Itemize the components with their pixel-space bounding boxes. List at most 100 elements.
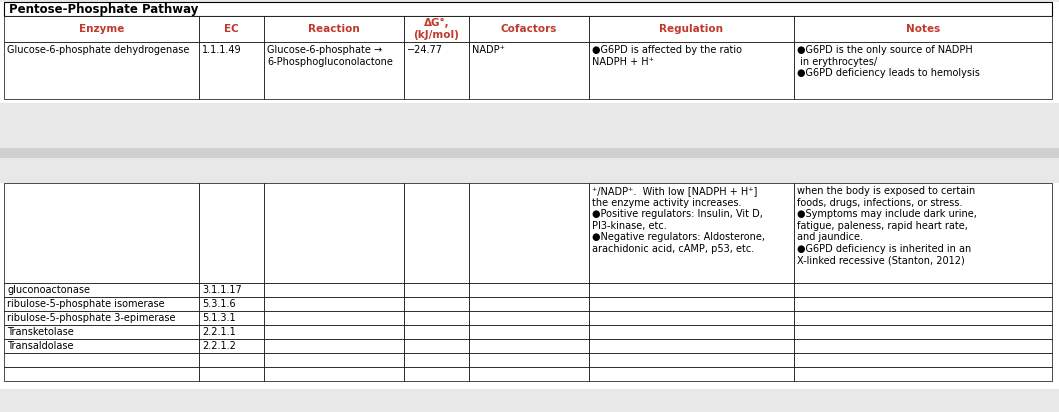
- Bar: [4, 183, 199, 283]
- Bar: [0, 183, 1059, 389]
- Text: ribulose-5-phosphate 3-epimerase: ribulose-5-phosphate 3-epimerase: [7, 313, 176, 323]
- Bar: [794, 283, 1052, 297]
- Bar: [4, 311, 199, 325]
- Bar: [264, 325, 403, 339]
- Bar: [403, 367, 469, 381]
- Text: Regulation: Regulation: [660, 24, 723, 34]
- Text: EC: EC: [225, 24, 239, 34]
- Text: Pentose-Phosphate Pathway: Pentose-Phosphate Pathway: [8, 2, 198, 16]
- Bar: [264, 367, 403, 381]
- Bar: [403, 16, 469, 42]
- Bar: [469, 16, 589, 42]
- Bar: [469, 283, 589, 297]
- Text: 5.1.3.1: 5.1.3.1: [202, 313, 235, 323]
- Bar: [403, 297, 469, 311]
- Text: ●G6PD is affected by the ratio
NADPH + H⁺: ●G6PD is affected by the ratio NADPH + H…: [592, 45, 742, 67]
- Bar: [794, 42, 1052, 99]
- Text: 2.2.1.1: 2.2.1.1: [202, 327, 236, 337]
- Bar: [4, 2, 1052, 16]
- Bar: [589, 325, 794, 339]
- Bar: [264, 42, 403, 99]
- Bar: [4, 325, 199, 339]
- Bar: [469, 42, 589, 99]
- Bar: [199, 297, 264, 311]
- Bar: [199, 183, 264, 283]
- Bar: [794, 16, 1052, 42]
- Bar: [264, 353, 403, 367]
- Bar: [589, 367, 794, 381]
- Bar: [589, 311, 794, 325]
- Bar: [4, 42, 199, 99]
- Bar: [794, 325, 1052, 339]
- Bar: [794, 311, 1052, 325]
- Bar: [403, 283, 469, 297]
- Text: 3.1.1.17: 3.1.1.17: [202, 285, 241, 295]
- Bar: [794, 183, 1052, 283]
- Text: ●G6PD is the only source of NADPH
 in erythrocytes/
●G6PD deficiency leads to he: ●G6PD is the only source of NADPH in ery…: [797, 45, 980, 78]
- Bar: [469, 339, 589, 353]
- Bar: [589, 283, 794, 297]
- Text: 5.3.1.6: 5.3.1.6: [202, 299, 235, 309]
- Bar: [199, 283, 264, 297]
- Bar: [469, 367, 589, 381]
- Bar: [589, 183, 794, 283]
- Bar: [4, 16, 199, 42]
- Bar: [264, 339, 403, 353]
- Bar: [199, 16, 264, 42]
- Bar: [199, 353, 264, 367]
- Bar: [589, 42, 794, 99]
- Bar: [264, 283, 403, 297]
- Bar: [469, 325, 589, 339]
- Bar: [403, 339, 469, 353]
- Bar: [4, 353, 199, 367]
- Bar: [264, 183, 403, 283]
- Text: Transaldolase: Transaldolase: [7, 341, 73, 351]
- Bar: [403, 183, 469, 283]
- Bar: [264, 16, 403, 42]
- Bar: [403, 325, 469, 339]
- Bar: [199, 42, 264, 99]
- Text: ribulose-5-phosphate isomerase: ribulose-5-phosphate isomerase: [7, 299, 164, 309]
- Bar: [589, 297, 794, 311]
- Text: Transketolase: Transketolase: [7, 327, 74, 337]
- Bar: [0, 148, 1059, 158]
- Text: gluconoactonase: gluconoactonase: [7, 285, 90, 295]
- Bar: [794, 367, 1052, 381]
- Bar: [403, 353, 469, 367]
- Bar: [0, 2, 1059, 103]
- Bar: [589, 353, 794, 367]
- Bar: [589, 339, 794, 353]
- Bar: [469, 297, 589, 311]
- Bar: [4, 297, 199, 311]
- Bar: [4, 339, 199, 353]
- Bar: [589, 16, 794, 42]
- Bar: [469, 353, 589, 367]
- Text: Enzyme: Enzyme: [78, 24, 124, 34]
- Text: when the body is exposed to certain
foods, drugs, infections, or stress.
●Sympto: when the body is exposed to certain food…: [797, 186, 976, 266]
- Text: −24.77: −24.77: [407, 45, 443, 55]
- Bar: [403, 311, 469, 325]
- Bar: [199, 367, 264, 381]
- Text: Reaction: Reaction: [308, 24, 360, 34]
- Bar: [264, 297, 403, 311]
- Text: Glucose-6-phosphate →
6-Phosphogluconolactone: Glucose-6-phosphate → 6-Phosphogluconola…: [267, 45, 393, 67]
- Text: ⁺/NADP⁺.  With low [NADPH + H⁺]
the enzyme activity increases.
●Positive regulat: ⁺/NADP⁺. With low [NADPH + H⁺] the enzym…: [592, 186, 765, 254]
- Bar: [469, 183, 589, 283]
- Text: ΔG°,
(kJ/mol): ΔG°, (kJ/mol): [414, 18, 460, 40]
- Text: Glucose-6-phosphate dehydrogenase: Glucose-6-phosphate dehydrogenase: [7, 45, 190, 55]
- Text: Notes: Notes: [905, 24, 940, 34]
- Text: Cofactors: Cofactors: [501, 24, 557, 34]
- Bar: [4, 367, 199, 381]
- Bar: [264, 311, 403, 325]
- Bar: [199, 311, 264, 325]
- Bar: [794, 297, 1052, 311]
- Bar: [469, 311, 589, 325]
- Text: 2.2.1.2: 2.2.1.2: [202, 341, 236, 351]
- Bar: [4, 283, 199, 297]
- Text: 1.1.1.49: 1.1.1.49: [202, 45, 241, 55]
- Bar: [199, 325, 264, 339]
- Text: NADP⁺: NADP⁺: [472, 45, 505, 55]
- Bar: [199, 339, 264, 353]
- Bar: [403, 42, 469, 99]
- Bar: [794, 339, 1052, 353]
